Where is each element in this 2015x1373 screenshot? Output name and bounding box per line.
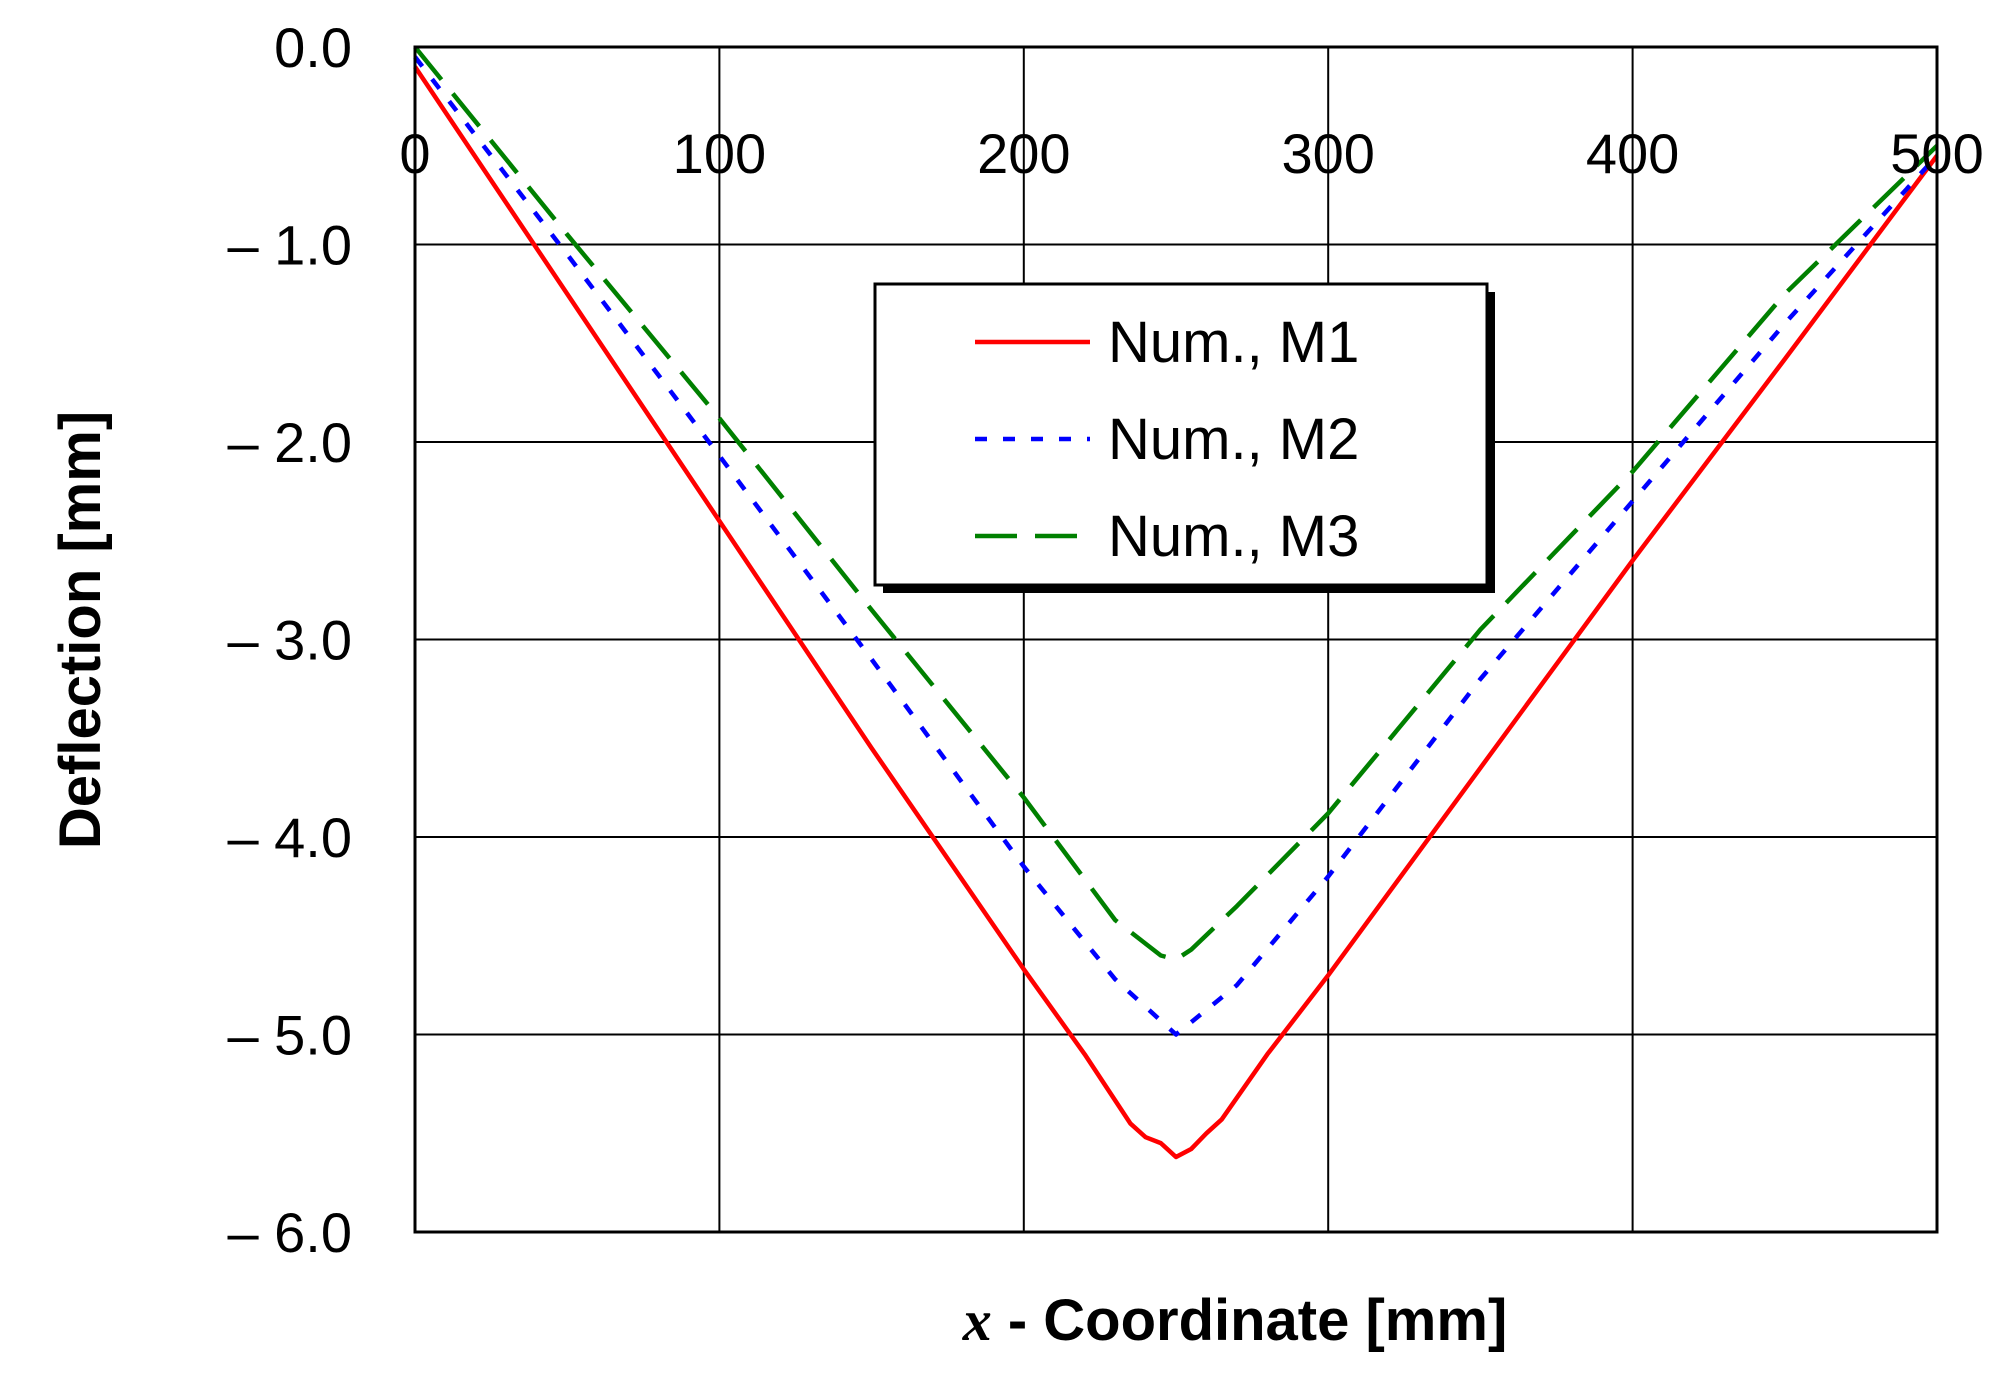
y-axis-title: Deflection [mm] xyxy=(48,411,113,849)
series-layer xyxy=(413,45,1939,1160)
y-tick-label: – 4.0 xyxy=(227,806,352,869)
x-axis-variable: x xyxy=(962,1288,992,1353)
grid xyxy=(414,46,1938,1233)
series-line-3 xyxy=(413,45,1939,962)
x-tick-label: 200 xyxy=(977,122,1070,185)
legend-label-3: Num., M3 xyxy=(1108,504,1359,569)
y-tick-labels: 0.0 – 1.0 – 2.0 – 3.0 – 4.0 – 5.0 – 6.0 xyxy=(227,16,352,1264)
x-tick-label: 400 xyxy=(1586,122,1679,185)
x-tick-label: 500 xyxy=(1890,122,1983,185)
x-axis-title: x - Coordinate [mm] xyxy=(962,1288,1508,1353)
y-tick-label: – 3.0 xyxy=(227,609,352,672)
series-line-2 xyxy=(413,55,1939,1037)
x-tick-label: 100 xyxy=(673,122,766,185)
y-tick-label: – 6.0 xyxy=(227,1201,352,1264)
legend-label-2: Num., M2 xyxy=(1108,407,1359,472)
series-line-1 xyxy=(413,65,1939,1160)
plot-frame xyxy=(413,45,1939,1234)
y-tick-label: – 5.0 xyxy=(227,1004,352,1067)
x-axis-title-text: - Coordinate [mm] xyxy=(992,1288,1508,1353)
y-tick-label: 0.0 xyxy=(274,16,352,79)
x-tick-label: 300 xyxy=(1281,122,1374,185)
legend-label-1: Num., M1 xyxy=(1108,310,1359,375)
legend: Num., M1 Num., M2 Num., M3 xyxy=(873,282,1495,593)
y-tick-label: – 1.0 xyxy=(227,214,352,277)
y-tick-label: – 2.0 xyxy=(227,411,352,474)
x-tick-label: 0 xyxy=(399,122,430,185)
x-tick-labels: 0 100 200 300 400 500 xyxy=(399,122,1983,185)
